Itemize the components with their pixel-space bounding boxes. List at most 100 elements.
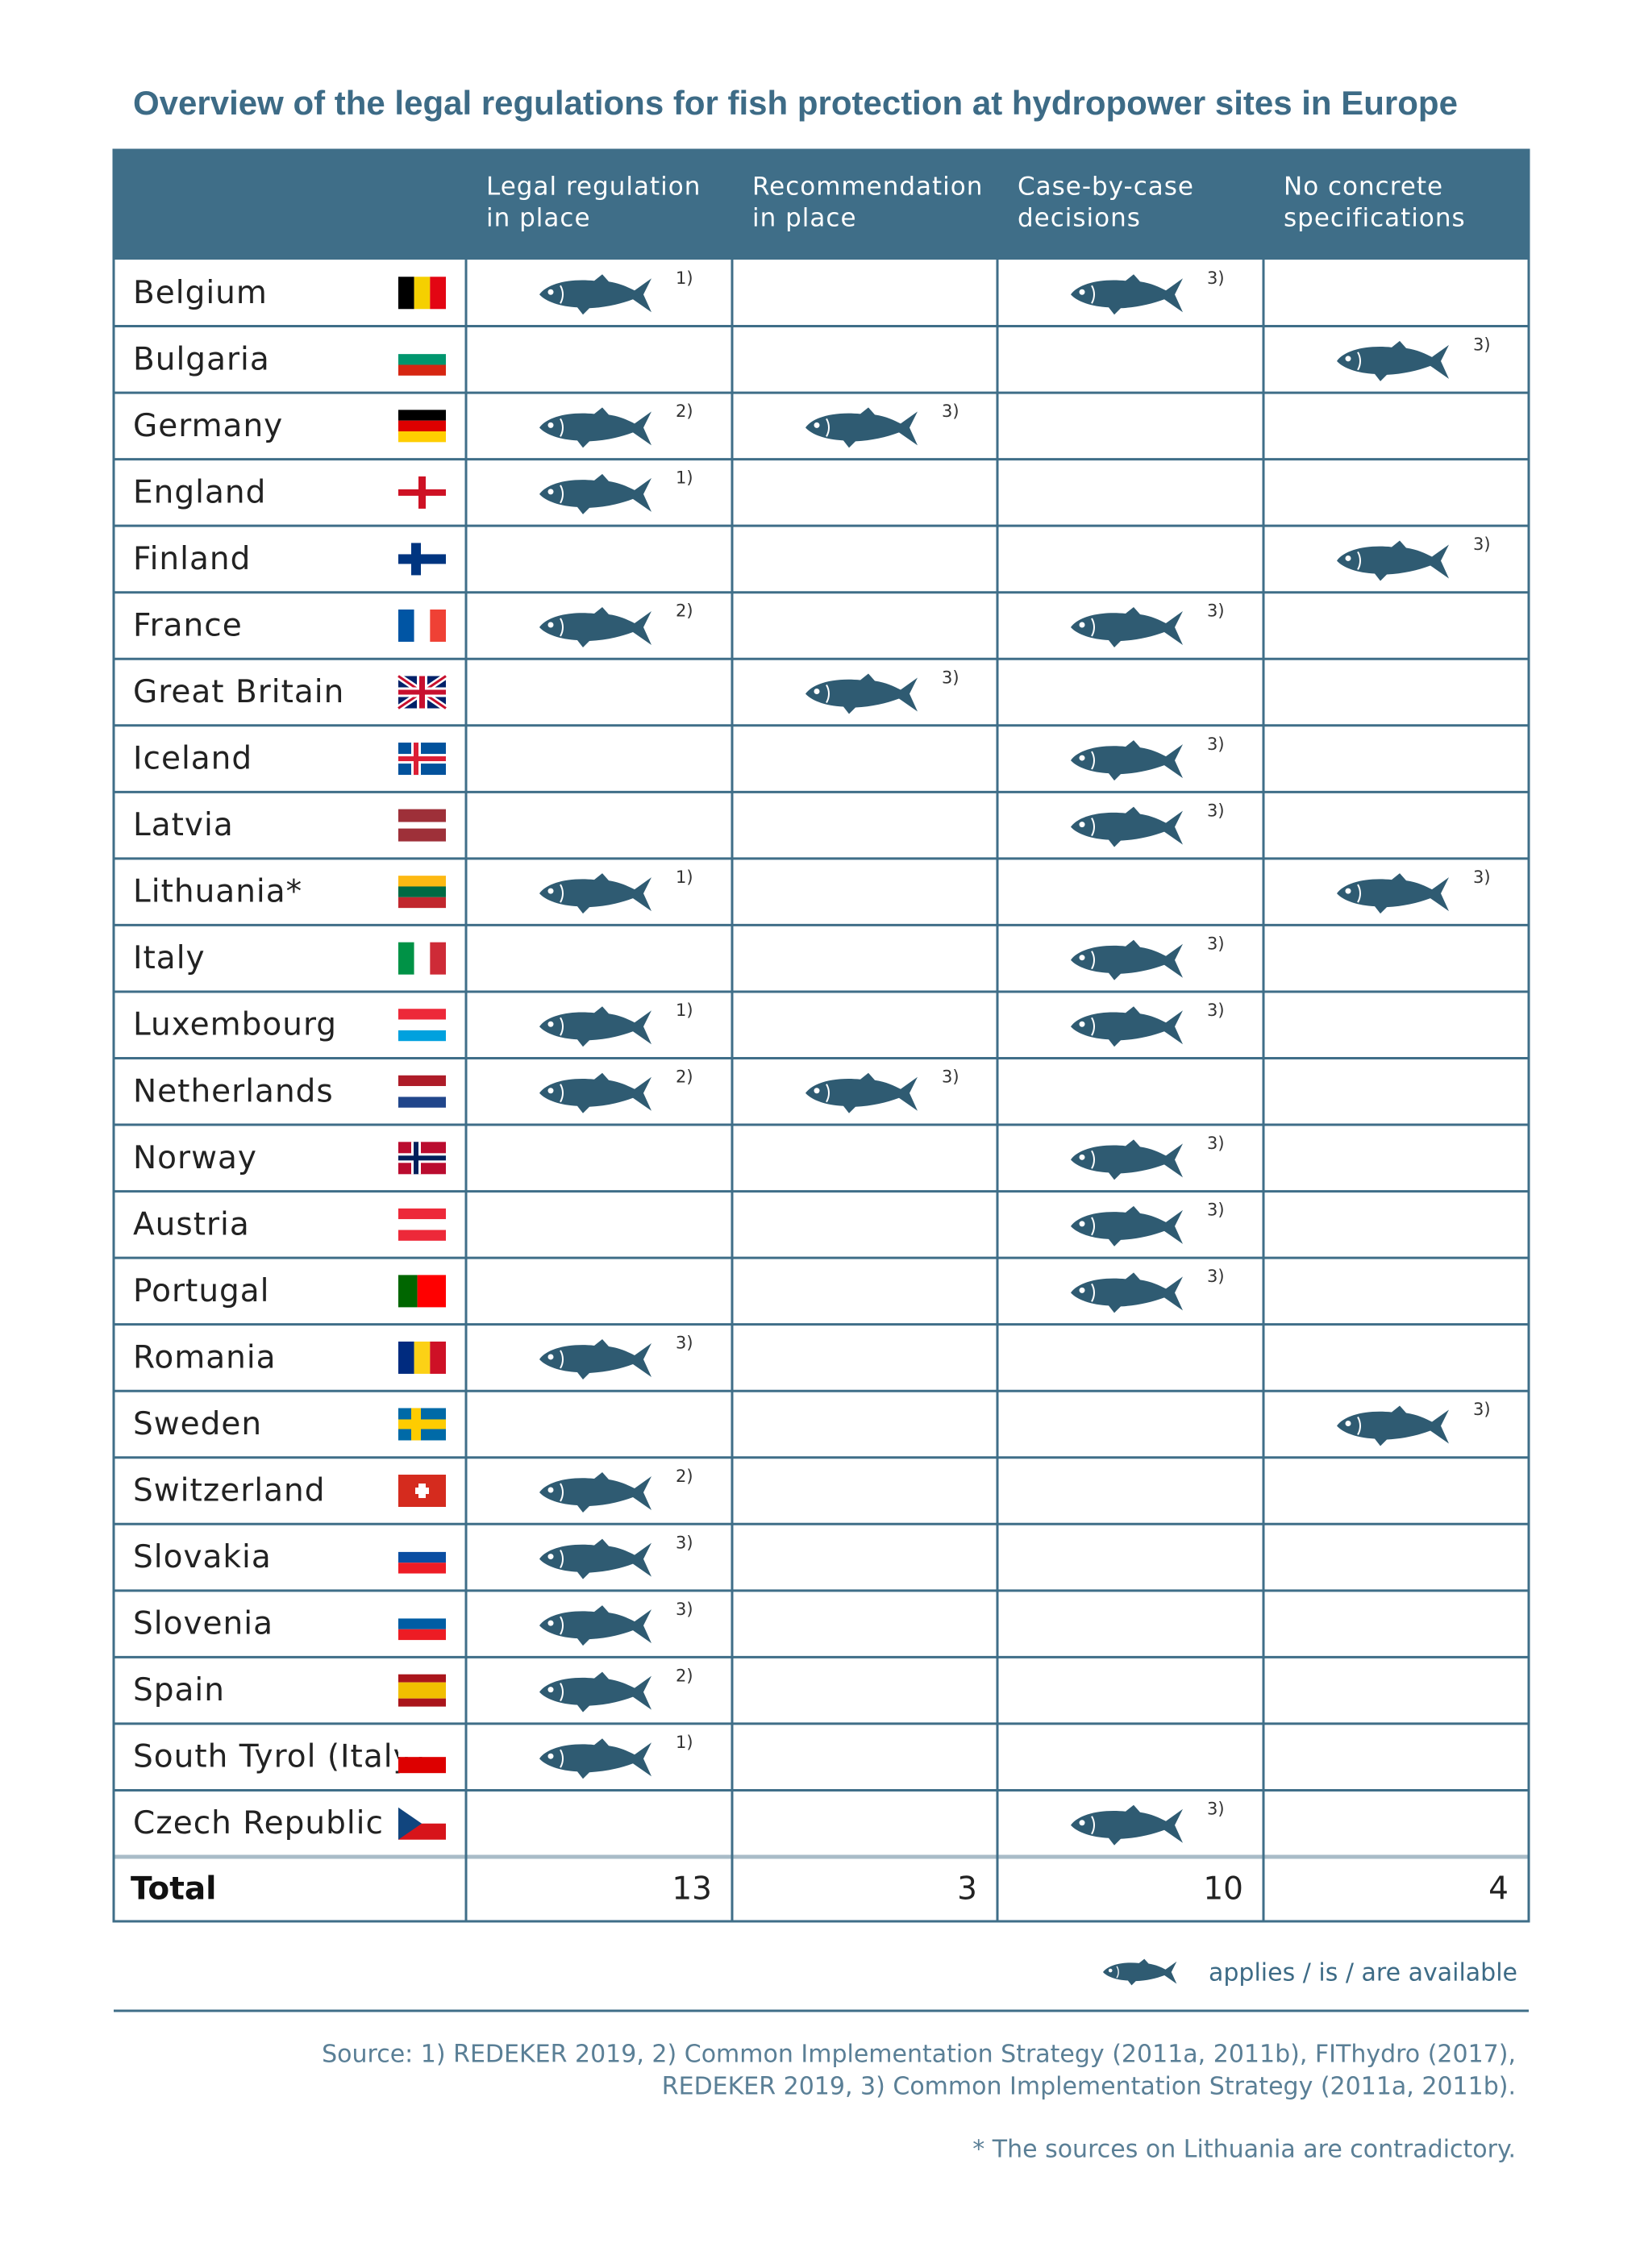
flag-part [398,897,446,909]
flag-part [398,1086,446,1097]
country-name: Germany [133,408,283,444]
flag [398,743,446,776]
country-name: Czech Republic [133,1805,384,1841]
footnote-marker: 3) [1207,268,1225,288]
flag-part [430,277,446,310]
country-name: Portugal [133,1273,270,1309]
country-name: Lithuania* [133,874,302,910]
country-name: France [133,607,243,643]
note: * The sources on Lithuania are contradic… [972,2136,1516,2164]
flag-part [398,431,446,443]
country-name: Spain [133,1672,225,1708]
flag-part [398,886,446,897]
country-name: Slovakia [133,1539,272,1575]
flag [398,1608,446,1641]
footnote-marker: 1) [676,1001,693,1020]
country-name: Finland [133,541,251,577]
flag-part [398,1030,446,1042]
flag [398,809,446,842]
flag [398,343,446,376]
column-header: specifications [1284,204,1466,233]
flag [398,1807,446,1840]
footnote-marker: 3) [942,668,959,687]
flag [398,1674,446,1707]
country-name: Iceland [133,741,252,777]
flag-part [398,1155,446,1161]
footnote-marker: 2) [676,601,693,621]
flag [398,1142,446,1175]
flag [398,543,446,576]
country-name: Sweden [133,1406,262,1442]
table-border [112,148,1530,1923]
flag-part [398,1674,446,1683]
flag-part [398,828,446,842]
flag-part [414,609,431,642]
country-name: Italy [133,940,206,976]
footnote-marker: 2) [676,1067,693,1087]
flag-part [398,1097,446,1108]
flag-part [398,1757,446,1774]
footnote-marker: 3) [1473,335,1491,355]
flag [398,609,446,642]
flag [398,1341,446,1374]
country-name: Slovenia [133,1606,273,1642]
flag-part [430,1341,446,1374]
source-line: Source: 1) REDEKER 2019, 2) Common Imple… [322,2041,1516,2069]
footnote-marker: 3) [676,1600,693,1619]
flag-part [414,1142,418,1175]
footnote-marker: 3) [1207,1201,1225,1220]
flag-part [398,609,414,642]
flag-part [398,1682,446,1699]
country-name: Great Britain [133,674,344,710]
country-name: Bulgaria [133,341,270,377]
footnote-marker: 3) [676,1334,693,1353]
footnote-marker: 1) [676,468,693,488]
flag-part [398,1541,446,1552]
flag-part [398,1629,446,1641]
flag [398,1541,446,1574]
footnote-marker: 3) [1207,1134,1225,1153]
flag [398,1408,446,1441]
flag [398,1741,446,1774]
flag-part [398,1341,414,1374]
flag-part [398,1563,446,1574]
total-value: 13 [672,1871,712,1908]
flag-part [398,343,446,355]
flag-part [398,1230,446,1241]
flag-part [430,942,446,975]
flag-part [414,743,418,776]
header-band [114,150,1529,260]
flag-part [419,676,425,709]
flag-part [398,1618,446,1629]
flag [398,942,446,975]
country-name: Switzerland [133,1473,326,1509]
flag-part [398,1075,446,1087]
flag-part [398,756,446,762]
footnote-marker: 3) [942,402,959,421]
flag [398,1275,446,1308]
column-header: No concrete [1284,173,1443,202]
flag-part [398,1219,446,1230]
column-header: Case-by-case [1018,173,1194,202]
flag-part [418,1484,426,1499]
source-line: REDEKER 2019, 3) Common Implementation S… [662,2073,1516,2101]
column-header: decisions [1018,204,1141,233]
flag [398,1208,446,1241]
legend-text: applies / is / are available [1209,1959,1517,1987]
country-name: Latvia [133,807,234,843]
flag-part [418,476,426,509]
country-name: Netherlands [133,1073,334,1109]
country-name: England [133,474,266,510]
flag-part [411,543,421,576]
footnote-marker: 3) [1207,601,1225,621]
footnote-marker: 1) [676,268,693,288]
footnote-marker: 1) [676,868,693,887]
footnote-marker: 3) [1207,934,1225,953]
flag-part [398,554,446,564]
flag-part [398,1208,446,1220]
flag-part [398,1551,446,1563]
total-value: 3 [957,1871,977,1908]
